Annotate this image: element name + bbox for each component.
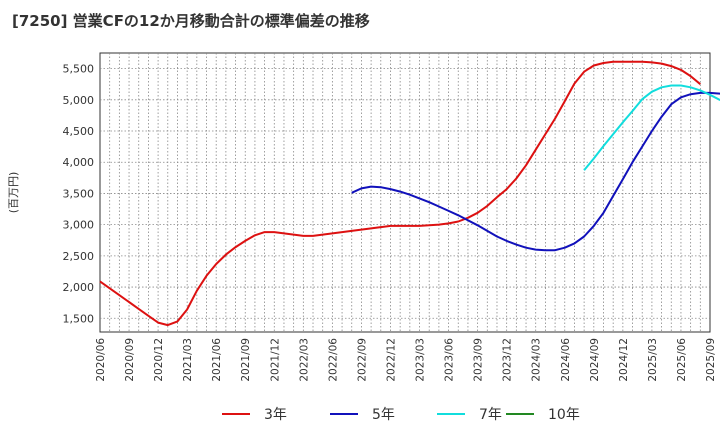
- x-tick-label: 2020/12: [153, 338, 165, 382]
- series-line: [99, 60, 701, 327]
- y-tick-label: 5,000: [63, 94, 95, 107]
- series-line: [351, 91, 720, 252]
- legend-label: 7年: [479, 407, 502, 423]
- x-tick-label: 2020/09: [124, 338, 136, 382]
- series-line: [583, 84, 720, 171]
- x-tick-label: 2022/09: [356, 338, 368, 382]
- x-tick-label: 2022/03: [298, 338, 310, 382]
- chart-title: [7250] 営業CFの12か月移動合計の標準偏差の推移: [12, 12, 370, 30]
- y-tick-label: 3,000: [63, 219, 95, 232]
- y-tick-label: 1,500: [63, 312, 95, 325]
- y-tick-label: 3,500: [63, 187, 95, 200]
- x-tick-label: 2025/09: [705, 338, 717, 382]
- legend-label: 5年: [372, 407, 395, 423]
- x-tick-label: 2021/03: [182, 338, 194, 382]
- x-tick-label: 2022/12: [385, 338, 397, 382]
- x-tick-label: 2023/03: [415, 338, 427, 382]
- x-tick-label: 2023/06: [444, 338, 456, 382]
- y-tick-label: 5,500: [63, 63, 95, 76]
- y-tick-label: 4,000: [63, 156, 95, 169]
- x-tick-label: 2022/06: [327, 338, 339, 382]
- y-tick-label: 4,500: [63, 125, 95, 138]
- legend-label: 3年: [264, 407, 287, 423]
- y-axis-label: (百万円): [7, 172, 20, 214]
- x-tick-label: 2023/09: [473, 338, 485, 382]
- x-tick-label: 2021/09: [240, 338, 252, 382]
- x-tick-label: 2024/12: [618, 338, 630, 382]
- y-tick-label: 2,500: [63, 250, 95, 263]
- x-tick-label: 2021/06: [211, 338, 223, 382]
- x-tick-label: 2024/06: [560, 338, 572, 382]
- x-tick-label: 2021/12: [269, 338, 281, 382]
- y-tick-label: 2,000: [63, 281, 95, 294]
- x-tick-label: 2025/03: [647, 338, 659, 382]
- x-tick-label: 2023/12: [502, 338, 514, 382]
- x-tick-label: 2024/03: [531, 338, 543, 382]
- x-tick-label: 2020/06: [95, 338, 107, 382]
- x-tick-label: 2025/06: [676, 338, 688, 382]
- legend-label: 10年: [548, 407, 580, 423]
- x-tick-label: 2024/09: [589, 338, 601, 382]
